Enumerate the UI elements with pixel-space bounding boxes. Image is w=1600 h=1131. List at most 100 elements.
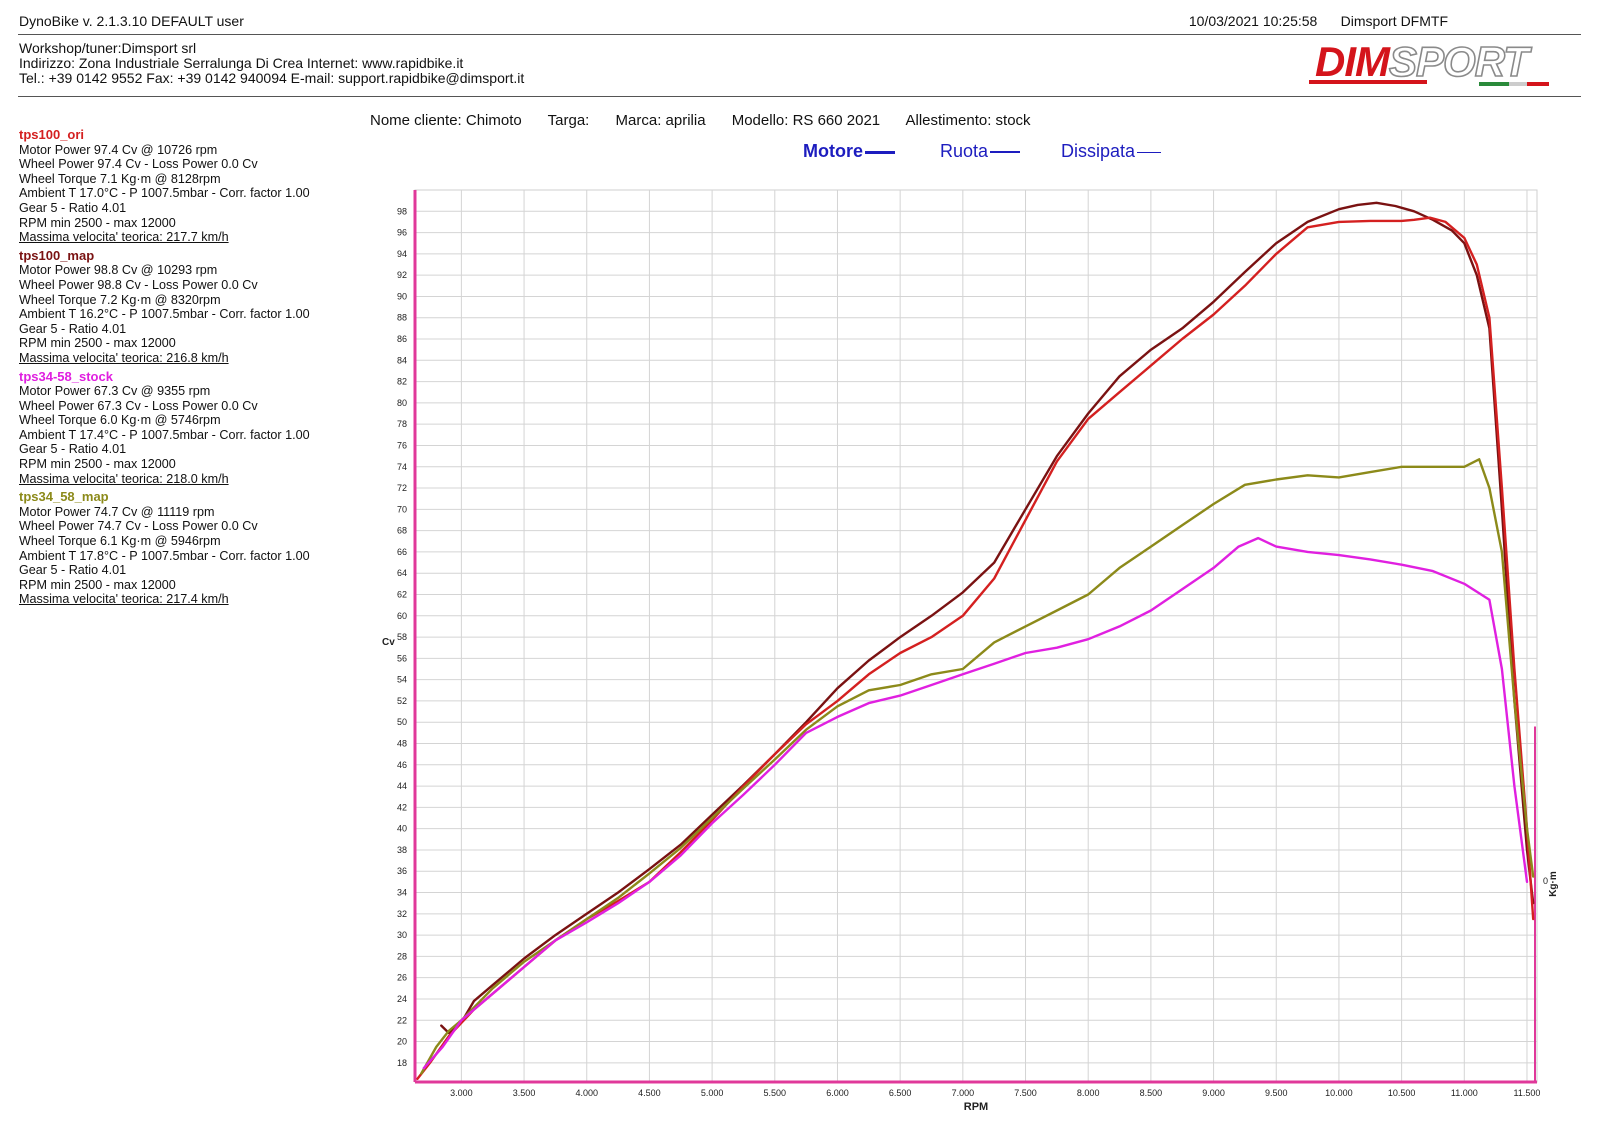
y-tick-label: 70 bbox=[397, 504, 407, 514]
run-block: tps100_map Motor Power 98.8 Cv @ 10293 r… bbox=[19, 248, 310, 366]
y-tick-label: 78 bbox=[397, 419, 407, 429]
logo-stripe-white bbox=[1509, 82, 1527, 86]
y-tick-label: 94 bbox=[397, 249, 407, 259]
y-tick-label: 72 bbox=[397, 483, 407, 493]
legend-label: Dissipata bbox=[1061, 141, 1136, 161]
y-tick-label: 28 bbox=[397, 951, 407, 961]
y-tick-label: 40 bbox=[397, 824, 407, 834]
run-line: Ambient T 16.2°C - P 1007.5mbar - Corr. … bbox=[19, 307, 310, 322]
header-right: 10/03/2021 10:25:58 Dimsport DFMTF bbox=[1189, 13, 1448, 29]
run-title: tps34-58_stock bbox=[19, 368, 113, 384]
y-tick-label: 54 bbox=[397, 675, 407, 685]
y-tick-label: 60 bbox=[397, 611, 407, 621]
series-line-tps34-58_stock bbox=[422, 536, 1529, 1070]
logo-stripe-green bbox=[1479, 82, 1509, 86]
y-tick-label: 64 bbox=[397, 568, 407, 578]
run-line: Gear 5 - Ratio 4.01 bbox=[19, 563, 127, 578]
legend-label: Ruota bbox=[940, 141, 989, 161]
x-tick-label: 11.000 bbox=[1451, 1088, 1478, 1098]
y-tick-label: 84 bbox=[397, 355, 407, 365]
customer-model: Modello: RS 660 2021 bbox=[731, 112, 881, 129]
run-speed: Massima velocita' teorica: 217.7 km/h bbox=[19, 230, 229, 245]
y2-axis-label: Kg·m bbox=[1548, 871, 1559, 897]
x-tick-label: 3.500 bbox=[513, 1088, 536, 1098]
y-tick-label: 38 bbox=[397, 845, 407, 855]
y-tick-label: 32 bbox=[397, 909, 407, 919]
run-speed: Massima velocita' teorica: 216.8 km/h bbox=[19, 350, 229, 365]
x-tick-label: 10.000 bbox=[1325, 1088, 1353, 1098]
run-line: Wheel Torque 7.1 Kg·m @ 8128rpm bbox=[19, 171, 221, 186]
y-tick-label: 30 bbox=[397, 930, 407, 940]
run-line: Gear 5 - Ratio 4.01 bbox=[19, 321, 127, 336]
x-tick-label: 4.500 bbox=[638, 1088, 661, 1098]
x-tick-label: 10.500 bbox=[1388, 1088, 1416, 1098]
run-line: Motor Power 67.3 Cv @ 9355 rpm bbox=[19, 384, 211, 399]
x-tick-label: 8.500 bbox=[1140, 1088, 1163, 1098]
legend-label: Motore bbox=[803, 141, 863, 161]
y-tick-label: 76 bbox=[397, 440, 407, 450]
y-tick-label: 36 bbox=[397, 866, 407, 876]
y2-tick-label: 0 bbox=[1543, 876, 1548, 886]
series-line-tps100_map bbox=[440, 201, 1535, 1035]
run-line: RPM min 2500 - max 12000 bbox=[19, 336, 176, 351]
y-tick-label: 58 bbox=[397, 632, 407, 642]
y-tick-label: 92 bbox=[397, 270, 407, 280]
workshop-divider bbox=[18, 96, 1581, 97]
y-tick-label: 22 bbox=[397, 1015, 407, 1025]
run-line: Wheel Power 97.4 Cv - Loss Power 0.0 Cv bbox=[19, 157, 258, 172]
run-line: Gear 5 - Ratio 4.01 bbox=[19, 442, 127, 457]
y-tick-label: 26 bbox=[397, 973, 407, 983]
run-line: Wheel Torque 6.1 Kg·m @ 5946rpm bbox=[19, 534, 221, 549]
run-line: Wheel Power 67.3 Cv - Loss Power 0.0 Cv bbox=[19, 398, 258, 413]
app-title: DynoBike v. 2.1.3.10 DEFAULT user bbox=[19, 13, 244, 29]
contact-line: Tel.: +39 0142 9552 Fax: +39 0142 940094… bbox=[19, 70, 525, 86]
run-line: Wheel Power 74.7 Cv - Loss Power 0.0 Cv bbox=[19, 519, 258, 534]
series-line-tps34_58_map bbox=[420, 458, 1535, 1075]
datetime: 10/03/2021 10:25:58 bbox=[1188, 13, 1318, 29]
y-tick-label: 56 bbox=[397, 653, 407, 663]
legend-motore: Motore bbox=[803, 141, 895, 162]
header-divider bbox=[18, 34, 1581, 35]
y-tick-label: 90 bbox=[397, 291, 407, 301]
run-speed: Massima velocita' teorica: 217.4 km/h bbox=[19, 592, 229, 607]
plot-frame bbox=[414, 189, 1538, 1083]
legend-dissipata: Dissipata bbox=[1061, 141, 1162, 162]
legend-swatch bbox=[1137, 151, 1162, 153]
run-line: RPM min 2500 - max 12000 bbox=[19, 215, 176, 230]
y-tick-label: 20 bbox=[397, 1037, 407, 1047]
run-title: tps100_ori bbox=[19, 127, 85, 142]
x-tick-label: 5.500 bbox=[764, 1088, 787, 1098]
run-line: Ambient T 17.8°C - P 1007.5mbar - Corr. … bbox=[19, 548, 310, 563]
customer-brand: Marca: aprilia bbox=[615, 112, 706, 129]
x-tick-label: 6.500 bbox=[889, 1088, 912, 1098]
y-tick-label: 50 bbox=[397, 717, 407, 727]
y-axis-label: Cv bbox=[382, 637, 395, 648]
run-line: Wheel Power 98.8 Cv - Loss Power 0.0 Cv bbox=[19, 277, 258, 292]
y-tick-label: 34 bbox=[397, 888, 407, 898]
run-line: Motor Power 74.7 Cv @ 11119 rpm bbox=[19, 504, 215, 519]
legend-swatch bbox=[990, 151, 1021, 154]
y-tick-label: 74 bbox=[397, 462, 407, 472]
workshop-line: Workshop/tuner:Dimsport srl bbox=[19, 40, 197, 56]
legend-swatch bbox=[865, 150, 895, 154]
logo-stripe-red bbox=[1309, 80, 1427, 84]
run-line: Motor Power 98.8 Cv @ 10293 rpm bbox=[19, 263, 218, 278]
y-tick-label: 86 bbox=[397, 334, 407, 344]
legend-ruota: Ruota bbox=[940, 141, 1021, 162]
run-line: Motor Power 97.4 Cv @ 10726 rpm bbox=[19, 142, 218, 157]
x-tick-label: 6.000 bbox=[826, 1088, 849, 1098]
y-tick-label: 80 bbox=[397, 398, 407, 408]
run-line: Wheel Torque 7.2 Kg·m @ 8320rpm bbox=[19, 292, 221, 307]
y-tick-label: 98 bbox=[397, 206, 407, 216]
x-axis-label: RPM bbox=[964, 1101, 988, 1113]
run-line: Wheel Torque 6.0 Kg·m @ 5746rpm bbox=[19, 413, 221, 428]
x-tick-label: 4.000 bbox=[575, 1088, 598, 1098]
customer-plate: Targa: bbox=[547, 112, 590, 129]
run-title: tps34_58_map bbox=[19, 489, 109, 505]
run-block: tps34_58_map Motor Power 74.7 Cv @ 11119… bbox=[19, 490, 310, 607]
device-name: Dimsport DFMTF bbox=[1340, 13, 1448, 29]
x-tick-label: 9.500 bbox=[1265, 1088, 1288, 1098]
y-tick-label: 96 bbox=[397, 228, 407, 238]
y-tick-label: 52 bbox=[397, 696, 407, 706]
